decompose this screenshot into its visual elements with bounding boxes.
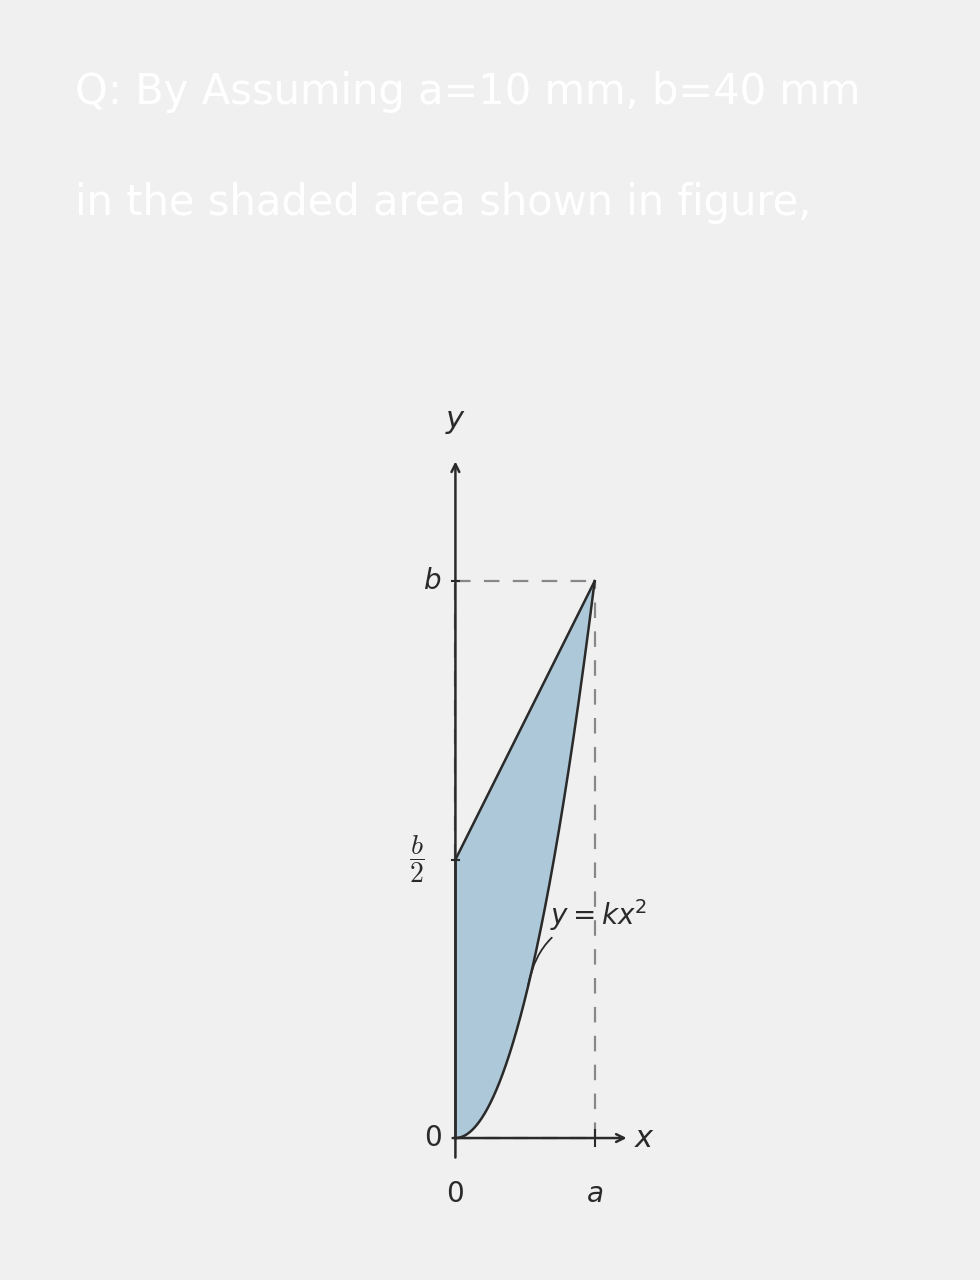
- Text: $y = kx^2$: $y = kx^2$: [528, 897, 648, 984]
- Text: $a$: $a$: [586, 1180, 604, 1208]
- Text: Q: By Assuming a=10 mm, b=40 mm: Q: By Assuming a=10 mm, b=40 mm: [75, 70, 860, 113]
- Text: $\dfrac{b}{2}$: $\dfrac{b}{2}$: [409, 833, 424, 886]
- Text: $0$: $0$: [447, 1180, 465, 1208]
- Text: in the shaded area shown in figure,: in the shaded area shown in figure,: [75, 182, 812, 224]
- Text: $x$: $x$: [634, 1124, 655, 1152]
- Text: $0$: $0$: [423, 1124, 442, 1152]
- Text: $y$: $y$: [445, 407, 466, 436]
- Text: $b$: $b$: [423, 567, 442, 595]
